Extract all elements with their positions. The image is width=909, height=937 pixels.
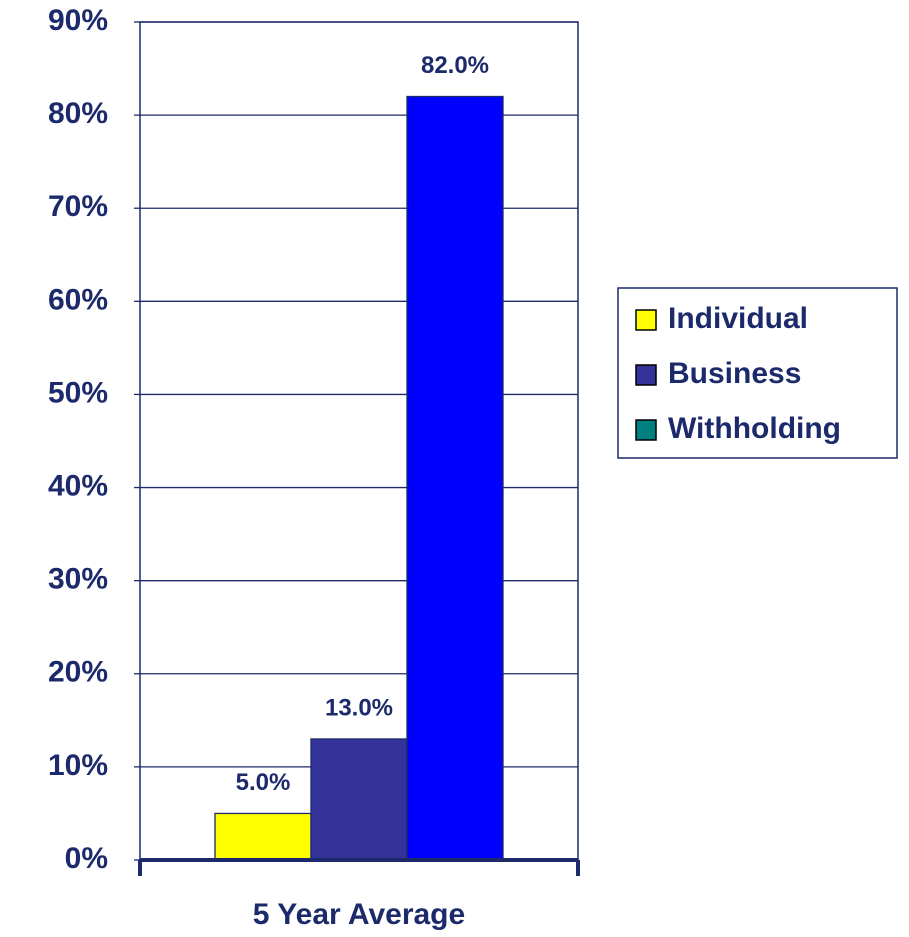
y-tick-label: 50% xyxy=(48,376,108,409)
legend-swatch xyxy=(635,364,657,386)
y-tick-label: 10% xyxy=(48,749,108,782)
y-tick-label: 20% xyxy=(48,656,108,689)
bar xyxy=(406,95,504,861)
legend-label: Withholding xyxy=(668,412,841,445)
legend-swatch xyxy=(635,309,657,331)
legend-label: Individual xyxy=(668,302,808,335)
y-tick-label: 40% xyxy=(48,469,108,502)
legend-label: Business xyxy=(668,357,801,390)
y-tick-label: 0% xyxy=(65,842,108,875)
y-tick-label: 30% xyxy=(48,563,108,596)
y-tick-label: 90% xyxy=(48,4,108,37)
bar xyxy=(214,812,312,861)
y-tick-label: 60% xyxy=(48,283,108,316)
x-tick-label: 5 Year Average xyxy=(253,898,465,931)
legend-box xyxy=(617,287,898,459)
y-tick-label: 70% xyxy=(48,190,108,223)
value-label: 82.0% xyxy=(421,52,489,79)
legend-swatch xyxy=(635,419,657,441)
value-label: 5.0% xyxy=(236,769,291,796)
plot-area xyxy=(139,21,579,861)
value-label: 13.0% xyxy=(325,694,393,721)
y-tick-label: 80% xyxy=(48,97,108,130)
bar xyxy=(310,738,408,861)
